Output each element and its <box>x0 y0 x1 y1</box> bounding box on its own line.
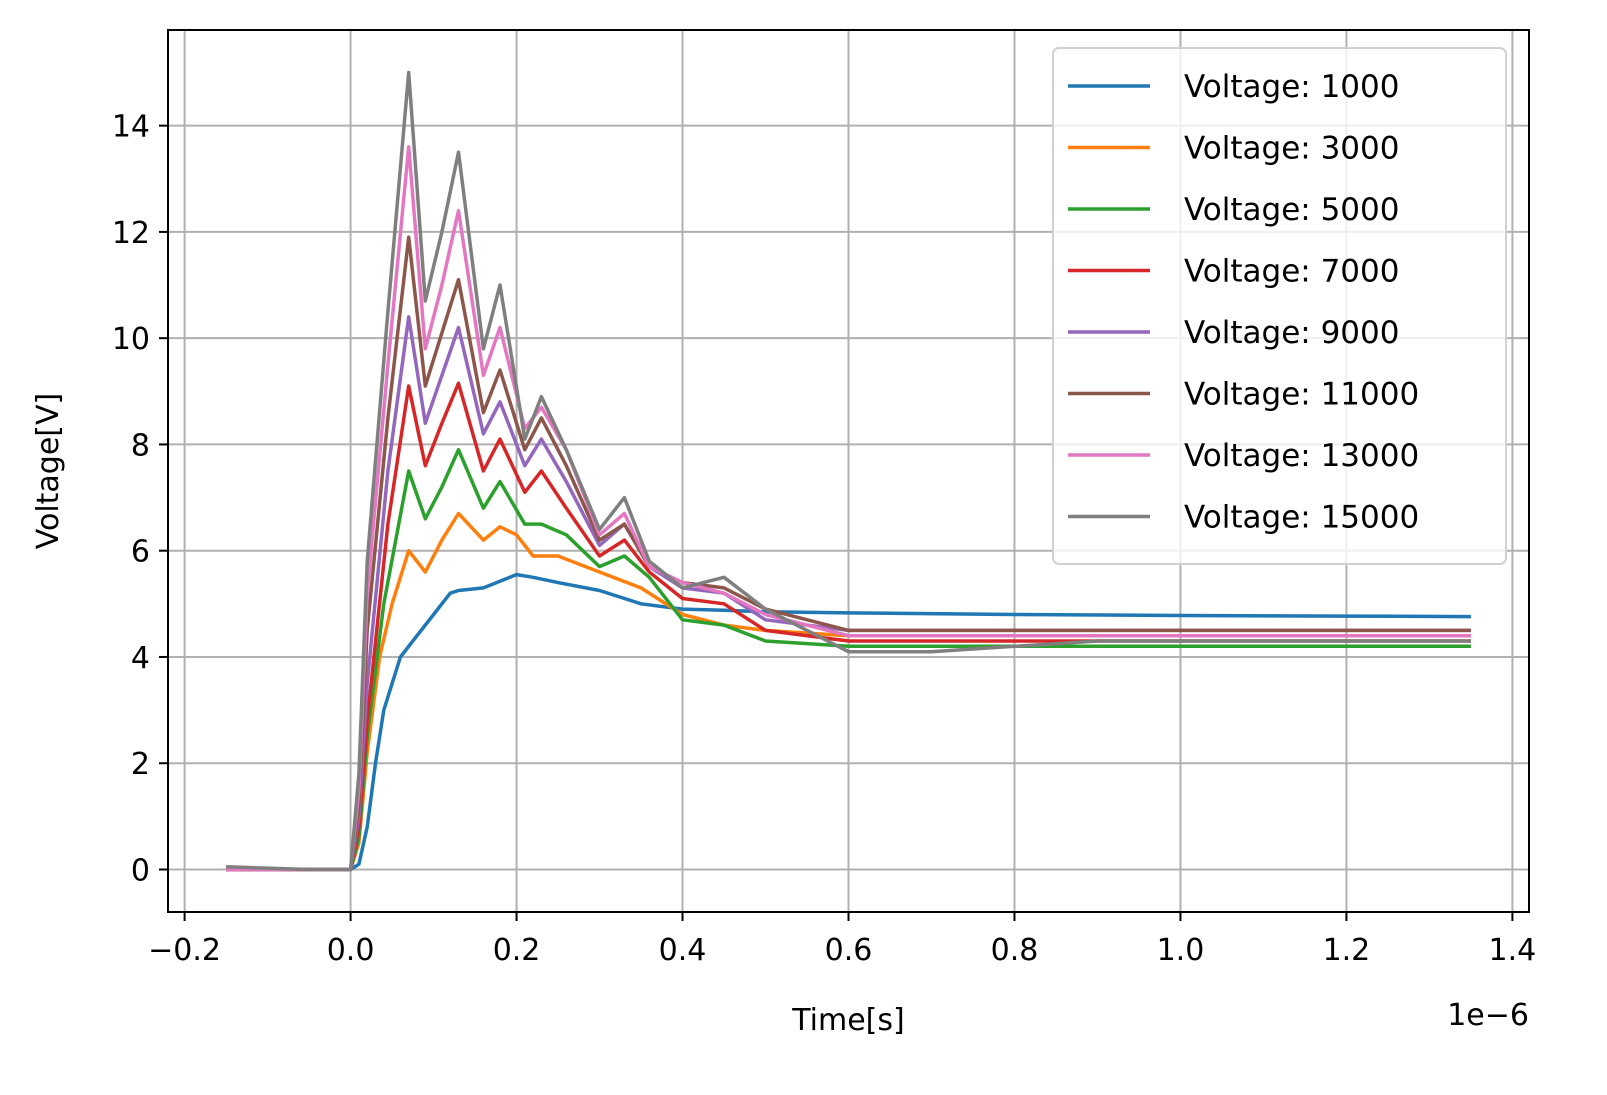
y-axis-label: Voltage[V] <box>31 393 66 549</box>
legend-label: Voltage: 15000 <box>1184 500 1419 536</box>
x-axis-ticks: −0.2 0.0 0.2 0.4 0.6 0.8 1.0 1.2 1.4 <box>148 912 1536 968</box>
legend-label: Voltage: 3000 <box>1184 131 1399 167</box>
y-tick-label: 0 <box>131 853 150 888</box>
x-tick-label: 0.4 <box>659 933 707 968</box>
x-tick-label: 0.8 <box>991 933 1039 968</box>
x-axis-label: Time[s] <box>791 1003 904 1038</box>
series-line-5 <box>226 235 1471 872</box>
y-tick-label: 12 <box>112 216 150 251</box>
series-line-1 <box>226 511 1471 872</box>
legend-label: Voltage: 13000 <box>1184 438 1419 474</box>
legend-label: Voltage: 1000 <box>1184 69 1399 105</box>
x-tick-label: 0.2 <box>493 933 541 968</box>
series-line-3 <box>226 381 1471 872</box>
x-tick-label: 0.6 <box>825 933 873 968</box>
x-tick-label: 0.0 <box>327 933 375 968</box>
x-tick-label: 1.4 <box>1489 933 1537 968</box>
x-axis-offset-text: 1e−6 <box>1447 998 1529 1033</box>
legend: Voltage: 1000 Voltage: 3000 Voltage: 5000 V… <box>1052 47 1507 565</box>
y-tick-label: 2 <box>131 747 150 782</box>
y-tick-label: 10 <box>112 322 150 357</box>
legend-label: Voltage: 7000 <box>1184 254 1399 290</box>
series-lines <box>226 70 1471 872</box>
x-tick-label: 1.2 <box>1323 933 1371 968</box>
legend-label: Voltage: 5000 <box>1184 192 1399 228</box>
y-tick-label: 4 <box>131 641 150 676</box>
y-tick-label: 6 <box>131 535 150 570</box>
legend-label: Voltage: 9000 <box>1184 315 1399 351</box>
series-line-7 <box>226 70 1471 872</box>
series-line-0 <box>226 572 1471 872</box>
legend-label: Voltage: 11000 <box>1184 377 1419 413</box>
x-tick-label: −0.2 <box>148 933 221 968</box>
legend-box <box>1052 47 1507 565</box>
y-tick-label: 14 <box>112 110 150 145</box>
y-tick-label: 8 <box>131 428 150 463</box>
x-tick-label: 1.0 <box>1157 933 1205 968</box>
y-axis-ticks: 0 2 4 6 8 10 12 14 <box>112 110 168 888</box>
